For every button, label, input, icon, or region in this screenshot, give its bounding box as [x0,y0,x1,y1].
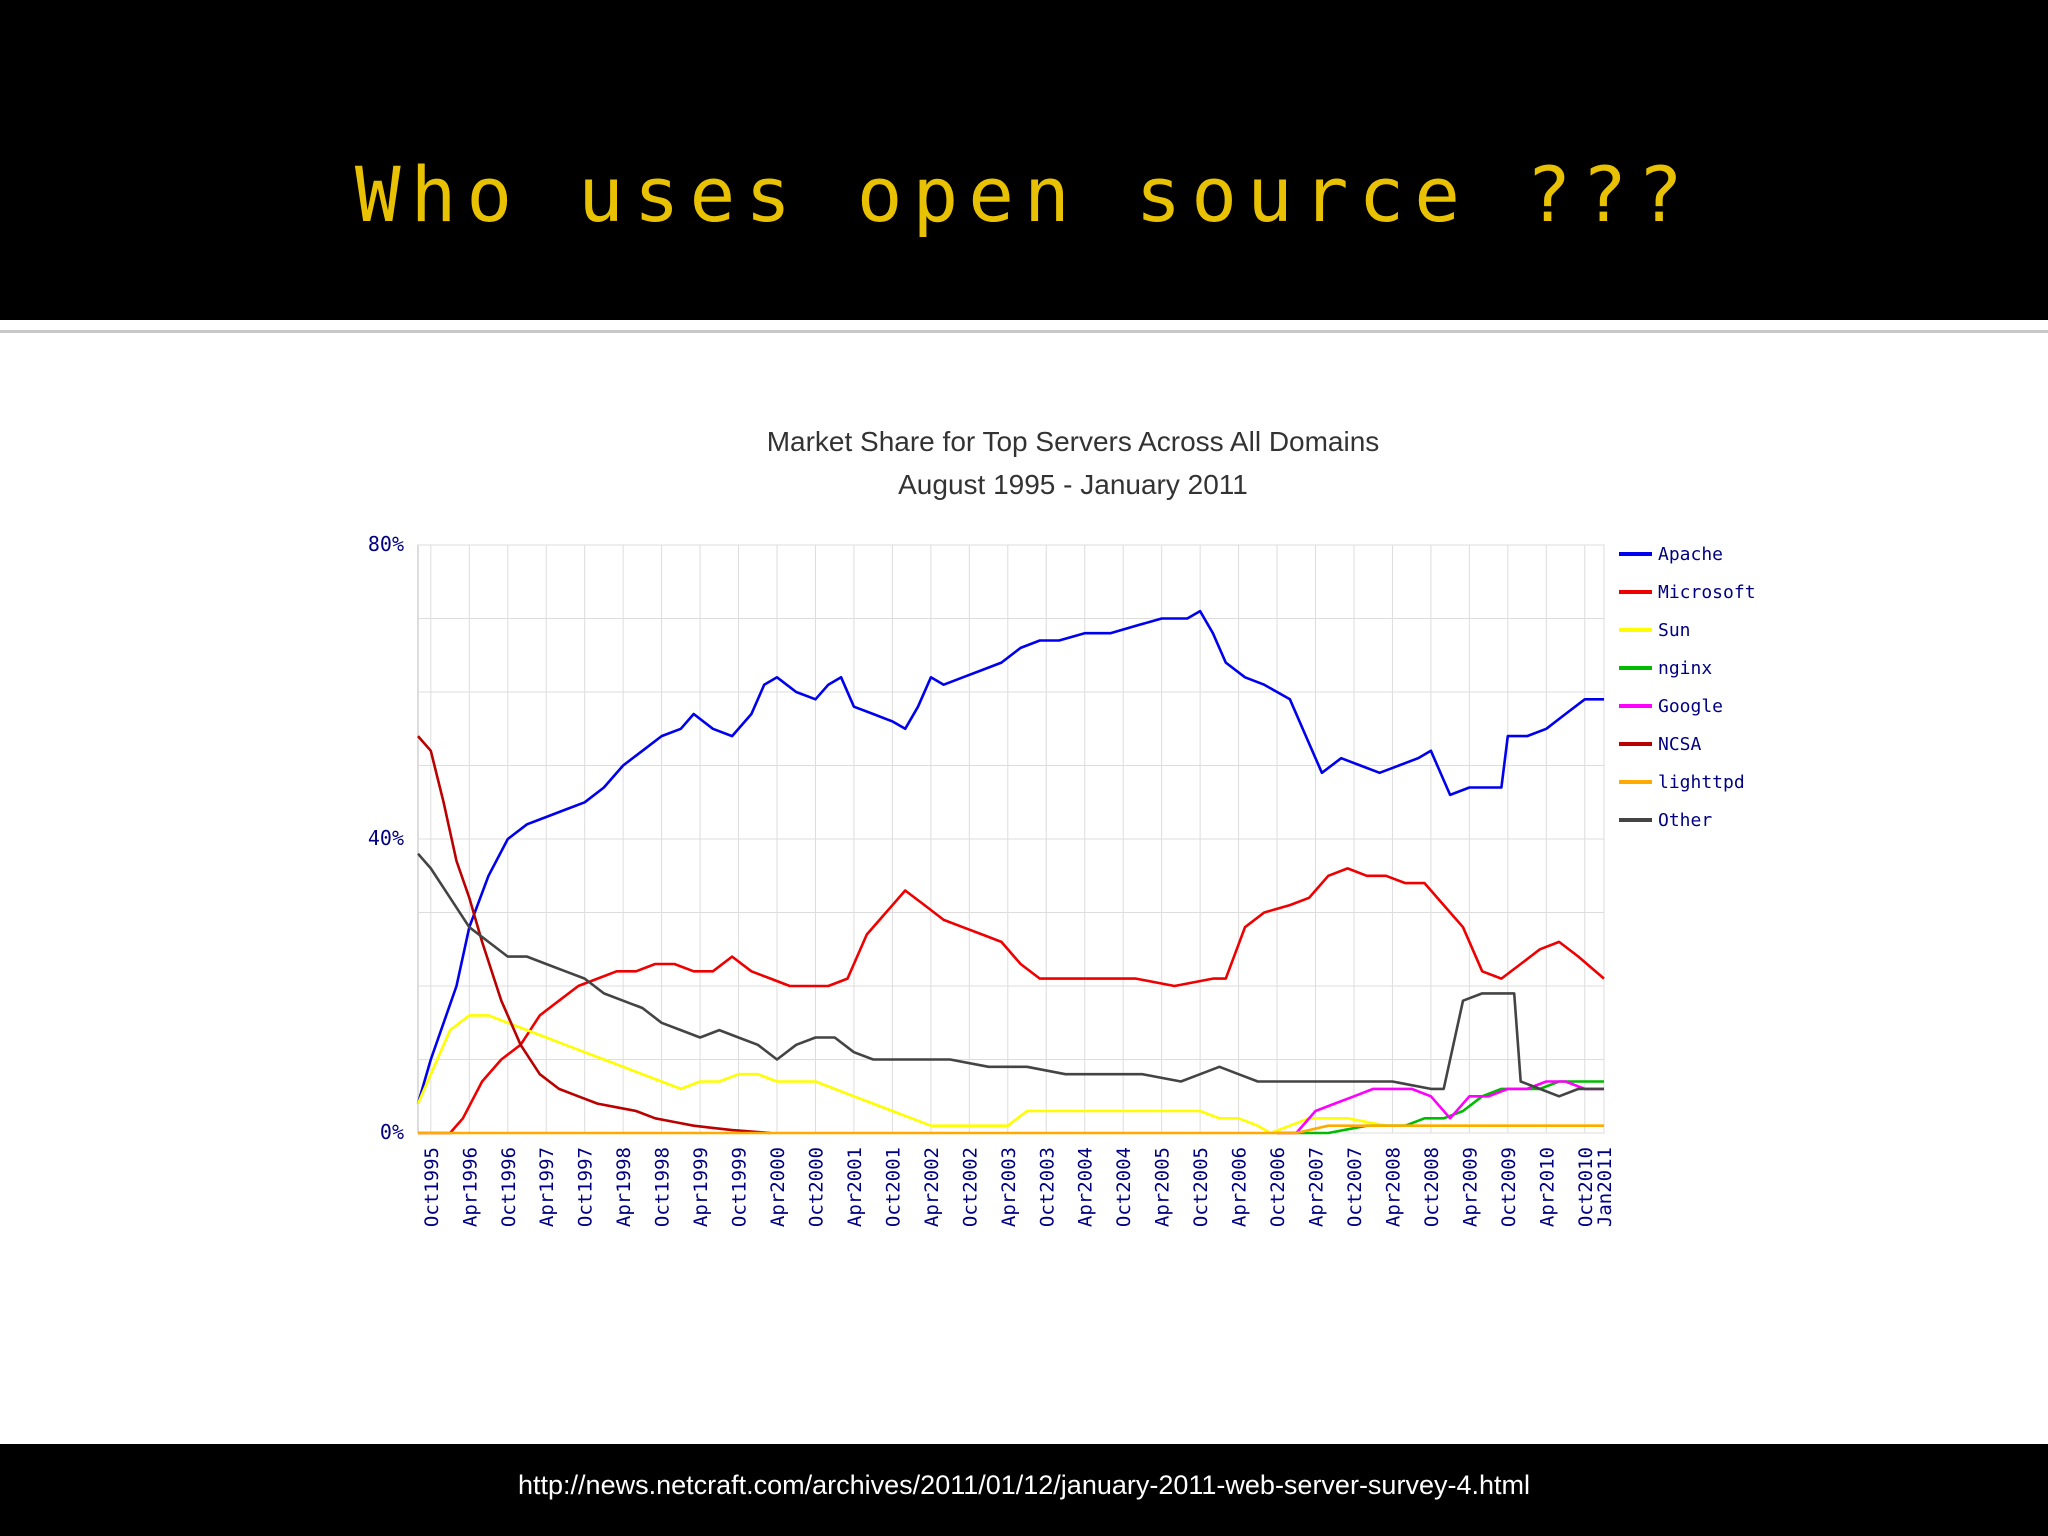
x-tick-label: Apr1998 [613,1147,635,1227]
chart-title: Market Share for Top Servers Across All … [767,426,1380,457]
legend-label: Sun [1658,620,1691,641]
title-divider [0,330,2048,333]
x-tick-label: Oct2003 [1036,1147,1058,1227]
x-tick-label: Oct2002 [959,1147,981,1227]
x-tick-label: Apr2000 [767,1147,789,1227]
x-tick-label: Oct1998 [652,1147,674,1227]
source-url[interactable]: http://news.netcraft.com/archives/2011/0… [518,1470,1530,1500]
legend-label: Apache [1658,544,1723,565]
x-tick-label: Oct1999 [729,1147,751,1227]
x-tick-label: Apr2009 [1459,1147,1481,1227]
x-tick-label: Apr2003 [998,1147,1020,1227]
x-tick-label: Apr2006 [1229,1147,1251,1227]
x-tick-label: Apr2008 [1382,1147,1404,1227]
x-tick-label: Apr2001 [844,1147,866,1227]
chart-subtitle: August 1995 - January 2011 [898,469,1248,500]
y-tick-label: 40% [368,826,404,850]
legend-label: Google [1658,696,1723,717]
x-tick-label: Oct2004 [1113,1147,1135,1227]
title-bar [0,0,2048,320]
legend-label: NCSA [1658,734,1702,755]
series-line-lighttpd [418,1124,1604,1135]
legend-label: Microsoft [1658,582,1756,603]
y-tick-label: 0% [380,1120,404,1144]
x-tick-label: Apr1996 [459,1147,481,1227]
legend-label: Other [1658,810,1712,831]
x-tick-label: Apr2005 [1152,1147,1174,1227]
series-line-other [417,852,1604,1098]
x-tick-label: Apr2007 [1306,1147,1328,1227]
series-line-ncsa [417,735,771,1135]
x-tick-label: Oct2009 [1498,1147,1520,1227]
chart-axes: 0% 40% 80% Oct1995 Apr1996 Oct1996 Apr1997 Oct1… [368,532,1616,1227]
x-tick-label: Oct2005 [1190,1147,1212,1227]
series-line-apache [416,609,1604,1104]
x-tick-label: Oct2008 [1421,1147,1443,1227]
x-tick-label: Apr2010 [1536,1147,1558,1227]
legend-label: nginx [1658,658,1712,679]
chart-legend: Apache Microsoft Sun nginx Google NCSA lighttp… [1619,544,1756,831]
x-tick-label: Oct1997 [575,1147,597,1227]
series-line-microsoft [418,867,1605,1135]
slide-title: Who uses open source ??? [354,150,1694,239]
legend-label: lighttpd [1658,772,1745,793]
x-tick-label: Apr1997 [536,1147,558,1227]
x-tick-label: Oct2010 [1575,1147,1597,1227]
series-line-google [1277,1080,1604,1135]
x-tick-label: Oct1995 [421,1147,443,1227]
x-tick-label: Oct2000 [806,1147,828,1227]
chart-series [416,609,1605,1135]
x-tick-label: Apr2004 [1075,1147,1097,1227]
y-tick-label: 80% [368,532,404,556]
x-tick-label: Apr2002 [921,1147,943,1227]
chart-grid [417,544,1605,1134]
footer-bar [0,1444,2048,1536]
x-tick-label: Oct2007 [1344,1147,1366,1227]
x-tick-label: Oct1996 [498,1147,520,1227]
x-tick-label: Oct2001 [882,1147,904,1227]
x-tick-label: Oct2006 [1267,1147,1289,1227]
x-tick-label: Jan2011 [1594,1147,1616,1227]
x-tick-label: Apr1999 [690,1147,712,1227]
